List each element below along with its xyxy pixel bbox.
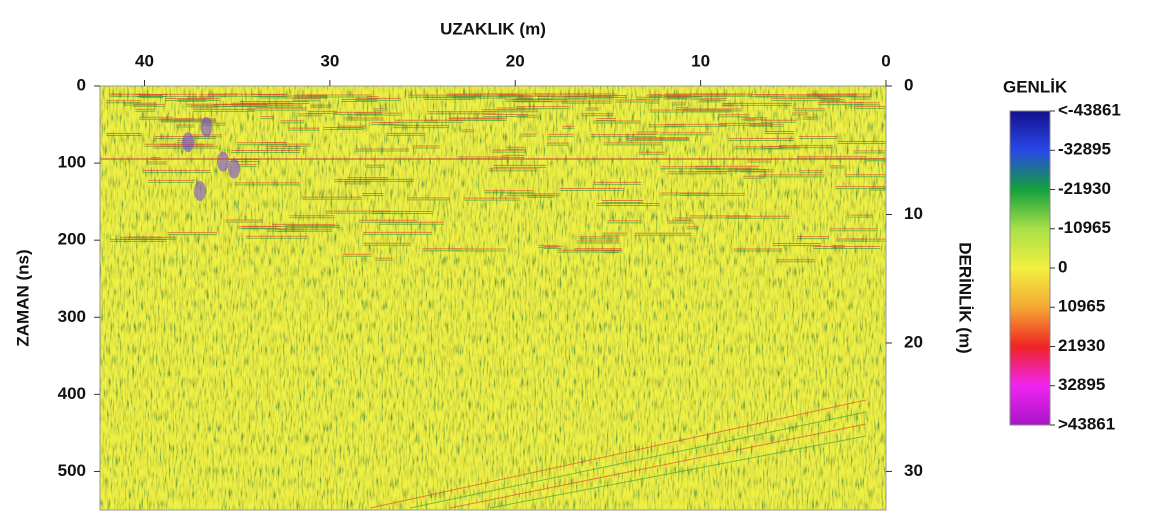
- x-tick-label: 40: [135, 51, 154, 70]
- colorbar-tick-label: 10965: [1058, 297, 1105, 316]
- colorbar-tick-label: 21930: [1058, 336, 1105, 355]
- colorbar-tick-label: -10965: [1058, 218, 1111, 237]
- y-tick-label: 300: [58, 307, 86, 326]
- plot-frame: [99, 85, 887, 511]
- colorbar-tick-label: -21930: [1058, 179, 1111, 198]
- reflection: [369, 399, 867, 509]
- y-tick-label: 500: [58, 461, 86, 480]
- colorbar: [1009, 110, 1051, 426]
- reflection: [489, 435, 867, 509]
- x-tick-label: 30: [320, 51, 339, 70]
- colorbar-title: GENLİK: [1003, 77, 1068, 96]
- y2-tick-label: 30: [904, 461, 923, 480]
- colorbar-tick-label: >43861: [1058, 414, 1115, 433]
- reflection: [194, 180, 207, 201]
- y-tick-label: 0: [77, 75, 86, 94]
- colorbar-tick-label: -32895: [1058, 140, 1111, 159]
- colorbar-tick-label: <-43861: [1058, 100, 1121, 119]
- y-tick-label: 400: [58, 384, 86, 403]
- radargram: [100, 86, 886, 510]
- colorbar-tick-label: 0: [1058, 257, 1067, 276]
- reflection: [217, 151, 230, 172]
- radargram-texture: [100, 86, 886, 510]
- reflection: [228, 158, 241, 179]
- y-tick-label: 200: [58, 230, 86, 249]
- y-axis-title: ZAMAN (ns): [13, 249, 32, 346]
- reflection: [182, 132, 195, 153]
- y2-axis-title: DERİNLİK (m): [956, 242, 975, 353]
- reflection: [409, 411, 867, 509]
- y2-tick-label: 20: [904, 332, 923, 351]
- x-axis-title: UZAKLIK (m): [440, 19, 546, 38]
- x-tick-label: 20: [506, 51, 525, 70]
- y-tick-label: 100: [58, 153, 86, 172]
- y2-tick-label: 10: [904, 204, 923, 223]
- x-tick-label: 10: [691, 51, 710, 70]
- reflection: [449, 423, 867, 509]
- x-tick-label: 0: [881, 51, 890, 70]
- colorbar-tick-label: 32895: [1058, 375, 1105, 394]
- reflection: [200, 116, 213, 137]
- y2-tick-label: 0: [904, 75, 913, 94]
